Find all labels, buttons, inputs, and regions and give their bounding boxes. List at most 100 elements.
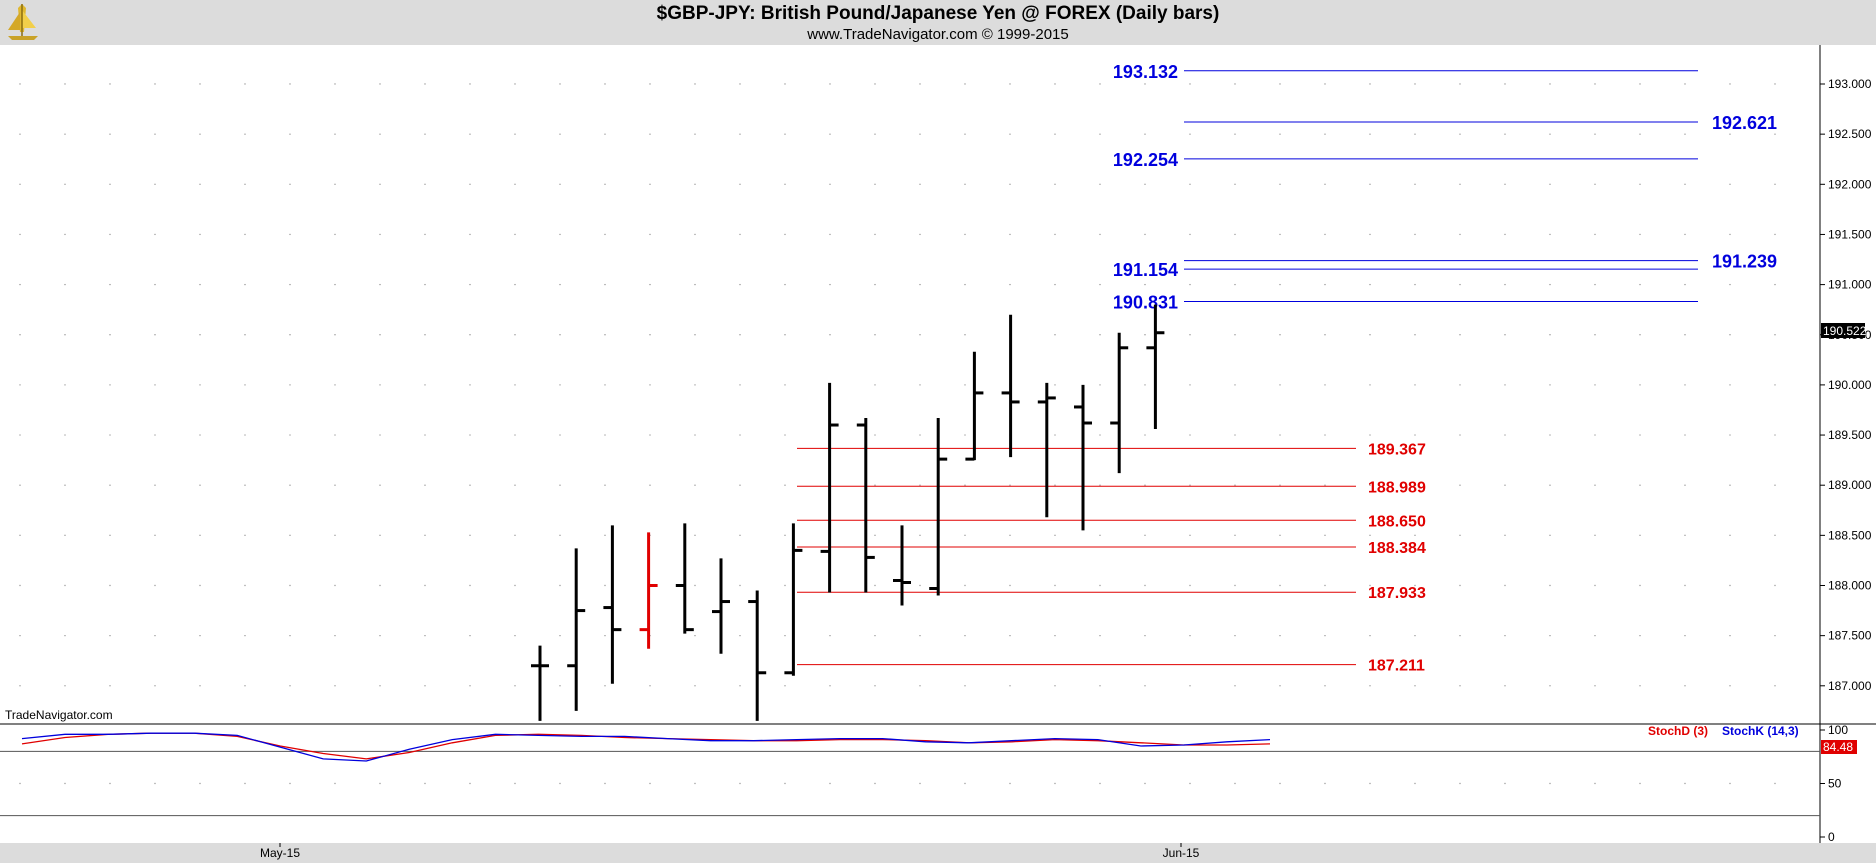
grid-dot	[514, 685, 516, 687]
grid-dot	[604, 534, 606, 537]
grid-dot	[1774, 434, 1776, 436]
grid-dot	[874, 534, 876, 537]
grid-dot	[1549, 685, 1551, 687]
grid-dot	[244, 384, 246, 386]
grid-dot	[694, 484, 696, 486]
grid-dot	[1549, 584, 1551, 587]
grid-dot	[379, 183, 381, 185]
grid-dot	[1369, 534, 1371, 537]
grid-dot	[1144, 484, 1146, 486]
grid-dot	[334, 634, 336, 637]
grid-dot	[1774, 484, 1776, 486]
grid-dot	[694, 434, 696, 436]
grid-dot	[199, 434, 201, 436]
last-stoch-label: 84.48	[1823, 740, 1853, 754]
grid-dot	[1414, 133, 1416, 135]
grid-dot	[1099, 685, 1101, 687]
grid-dot	[424, 685, 426, 687]
grid-dot	[1414, 233, 1416, 236]
grid-dot	[1099, 634, 1101, 637]
grid-dot	[469, 334, 471, 336]
grid-dot	[109, 384, 111, 386]
grid-dot	[1279, 384, 1281, 386]
grid-dot	[1459, 83, 1461, 85]
grid-dot	[829, 83, 831, 85]
grid-dot	[874, 434, 876, 436]
grid-dot	[1459, 484, 1461, 486]
grid-dot	[64, 334, 66, 336]
grid-dot	[559, 384, 561, 386]
grid-dot	[1639, 384, 1641, 386]
grid-dot	[1279, 634, 1281, 637]
grid-dot	[1684, 484, 1686, 486]
grid-dot	[1324, 83, 1326, 85]
grid-dot	[424, 133, 426, 135]
grid-dot	[1774, 183, 1776, 185]
grid-dot	[559, 133, 561, 135]
grid-dot	[379, 534, 381, 537]
grid-dot	[1054, 384, 1056, 386]
grid-dot	[424, 283, 426, 286]
grid-dot	[334, 685, 336, 687]
grid-dot	[469, 133, 471, 135]
grid-dot	[739, 334, 741, 336]
ohlc-bar	[893, 525, 911, 606]
grid-dot	[784, 484, 786, 486]
grid-dot	[784, 183, 786, 185]
stoch-k-line	[21, 732, 1271, 762]
grid-dot	[829, 782, 831, 785]
grid-dot	[244, 434, 246, 436]
grid-dot	[1594, 534, 1596, 537]
grid-dot	[649, 183, 651, 185]
grid-dot	[604, 133, 606, 135]
grid-dot	[1009, 685, 1011, 687]
grid-dot	[1549, 183, 1551, 185]
grid-dot	[874, 484, 876, 486]
grid-dot	[1279, 133, 1281, 135]
grid-dot	[1324, 685, 1326, 687]
grid-dot	[1504, 83, 1506, 85]
grid-dot	[1639, 782, 1641, 785]
grid-dot	[649, 233, 651, 236]
grid-dot	[64, 685, 66, 687]
grid-dot	[289, 584, 291, 587]
grid-dot	[1684, 384, 1686, 386]
grid-dot	[559, 484, 561, 486]
grid-dot	[1504, 233, 1506, 236]
grid-dot	[469, 183, 471, 185]
grid-dot	[1054, 334, 1056, 336]
stoch-tick-label: 100	[1828, 723, 1848, 737]
grid-dot	[739, 434, 741, 436]
last-stoch-marker: 84.48	[1821, 740, 1857, 754]
grid-dot	[64, 782, 66, 785]
grid-dot	[694, 384, 696, 386]
grid-dot	[1189, 83, 1191, 85]
grid-dot	[379, 584, 381, 587]
grid-dot	[109, 83, 111, 85]
grid-dot	[1369, 233, 1371, 236]
grid-dot	[424, 584, 426, 587]
grid-dot	[1549, 384, 1551, 386]
grid-dot	[424, 183, 426, 185]
grid-dot	[1594, 584, 1596, 587]
grid-dot	[1234, 83, 1236, 85]
grid-dot	[919, 782, 921, 785]
price-axis-ticks: 193.000 192.500 192.000 191.500 191.000 190.5…	[1820, 77, 1872, 693]
grid-dot	[1504, 384, 1506, 386]
grid-dot	[469, 782, 471, 785]
stochastic-panel: 100 50 0	[0, 723, 1848, 844]
grid-dot	[1054, 484, 1056, 486]
grid-dot	[964, 283, 966, 286]
grid-dot	[1324, 133, 1326, 135]
grid-dot	[649, 434, 651, 436]
grid-dot	[829, 685, 831, 687]
grid-dot	[1009, 584, 1011, 587]
grid-dot	[784, 434, 786, 436]
grid-dot	[19, 484, 21, 486]
ohlc-bar	[1001, 314, 1020, 458]
grid-dot	[829, 133, 831, 135]
grid-dot	[199, 384, 201, 386]
grid-dot	[1369, 782, 1371, 785]
grid-dot	[1369, 283, 1371, 286]
grid-dot	[649, 334, 651, 336]
